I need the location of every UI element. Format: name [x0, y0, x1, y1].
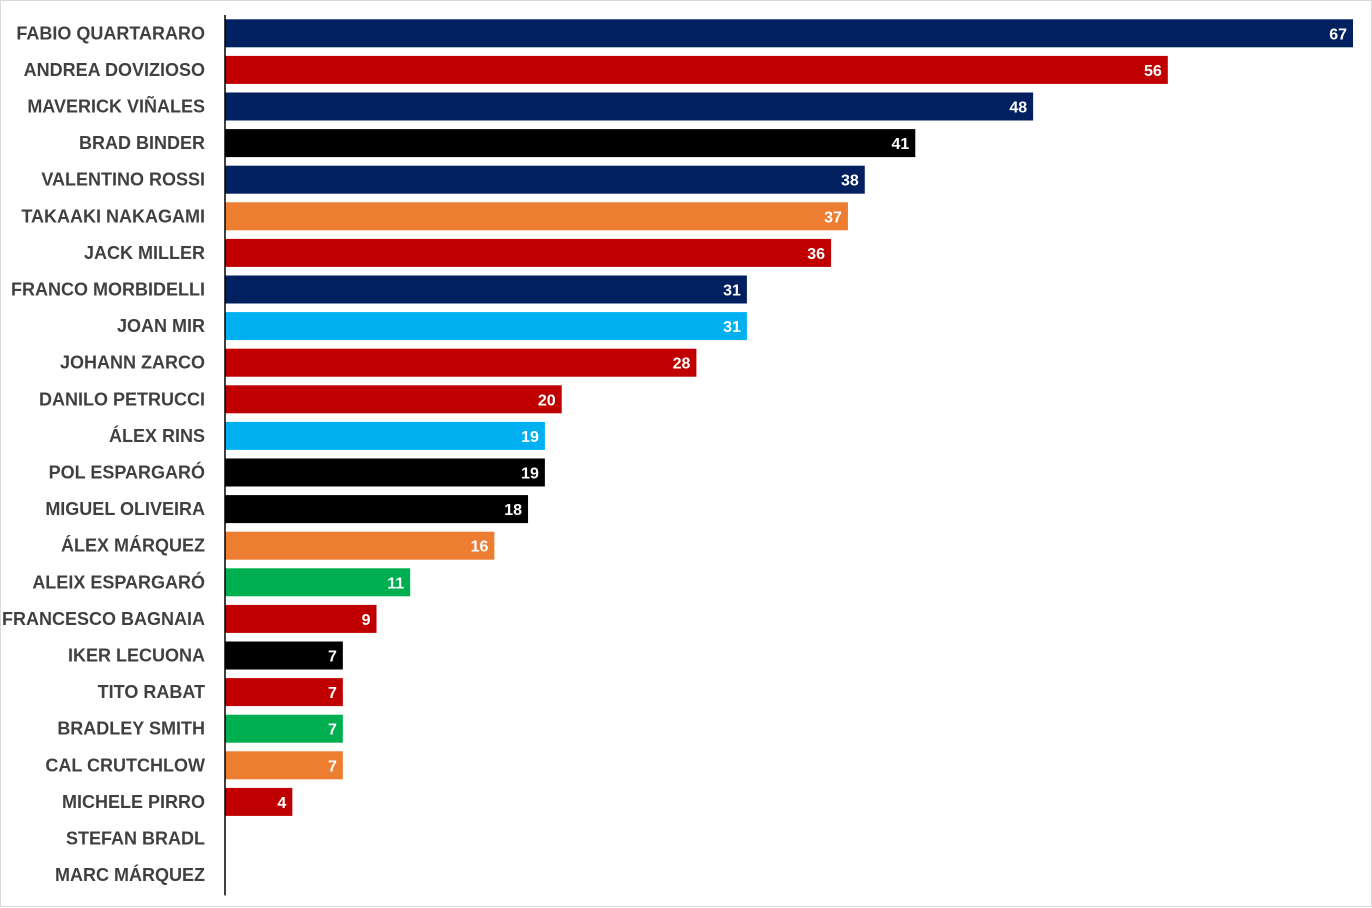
value-label-iker-lecuona: 7: [328, 649, 337, 666]
category-label-joan-mir: JOAN MIR: [117, 316, 205, 336]
category-label-fabio-quartararo: FABIO QUARTARARO: [16, 23, 205, 43]
value-label-alex-rins: 19: [521, 429, 539, 446]
value-label-valentino-rossi: 38: [841, 173, 859, 190]
bar-tito-rabat: [225, 678, 343, 707]
category-label-maverick-vinales: MAVERICK VIÑALES: [27, 96, 205, 117]
bar-alex-rins: [225, 421, 545, 450]
bar-joan-mir: [225, 312, 747, 341]
bar-alex-marquez: [225, 531, 495, 560]
rider-labels-layer: FABIO QUARTARARO ANDREA DOVIZIOSO MAVERICK…: [2, 23, 205, 885]
category-label-miguel-oliveira: MIGUEL OLIVEIRA: [45, 499, 205, 519]
category-label-brad-binder: BRAD BINDER: [79, 133, 205, 153]
bar-iker-lecuona: [225, 641, 343, 670]
bar-takaaki-nakagami: [225, 202, 848, 231]
bar-andrea-dovizioso: [225, 55, 1168, 84]
bar-maverick-vinales: [225, 92, 1034, 121]
bar-johann-zarco: [225, 348, 697, 377]
value-label-alex-marquez: 16: [471, 539, 489, 556]
bar-valentino-rossi: [225, 165, 865, 194]
bar-brad-binder: [225, 129, 916, 158]
category-label-danilo-petrucci: DANILO PETRUCCI: [39, 389, 205, 409]
bar-aleix-espargaro: [225, 568, 411, 597]
bar-michele-pirro: [225, 787, 293, 816]
bar-cal-crutchlow: [225, 751, 343, 780]
value-label-johann-zarco: 28: [673, 356, 691, 373]
category-label-andrea-dovizioso: ANDREA DOVIZIOSO: [24, 60, 205, 80]
bar-miguel-oliveira: [225, 495, 529, 524]
category-label-marc-marquez: MARC MÁRQUEZ: [55, 864, 205, 885]
value-label-miguel-oliveira: 18: [504, 502, 522, 519]
category-label-pol-espargaro: POL ESPARGARÓ: [49, 462, 205, 483]
bar-pol-espargaro: [225, 458, 545, 487]
category-label-valentino-rossi: VALENTINO ROSSI: [41, 170, 205, 190]
category-label-michele-pirro: MICHELE PIRRO: [62, 792, 205, 812]
value-label-brad-binder: 41: [891, 136, 909, 153]
category-label-cal-crutchlow: CAL CRUTCHLOW: [45, 755, 205, 775]
value-label-fabio-quartararo: 67: [1329, 26, 1347, 43]
value-label-bradley-smith: 7: [328, 722, 337, 739]
bars-layer: [225, 19, 1353, 816]
value-label-andrea-dovizioso: 56: [1144, 63, 1162, 80]
value-labels-layer: 67 56 48 41 38 37 36 31 31 28 20 19 19 18 16 11 9 7 7 7 7 4: [277, 26, 1347, 812]
value-label-franco-morbidelli: 31: [723, 283, 741, 300]
value-label-pol-espargaro: 19: [521, 466, 539, 483]
category-label-aleix-espargaro: ALEIX ESPARGARÓ: [32, 571, 205, 592]
value-label-tito-rabat: 7: [328, 685, 337, 702]
value-label-joan-mir: 31: [723, 319, 741, 336]
category-label-bradley-smith: BRADLEY SMITH: [57, 719, 205, 739]
category-label-franco-morbidelli: FRANCO MORBIDELLI: [11, 280, 205, 300]
category-label-takaaki-nakagami: TAKAAKI NAKAGAMI: [21, 206, 205, 226]
value-label-danilo-petrucci: 20: [538, 392, 556, 409]
bar-franco-morbidelli: [225, 275, 747, 304]
bar-fabio-quartararo: [225, 19, 1353, 48]
value-label-michele-pirro: 4: [277, 795, 286, 812]
bar-danilo-petrucci: [225, 385, 562, 414]
category-label-alex-marquez: ÁLEX MÁRQUEZ: [61, 535, 205, 556]
category-label-jack-miller: JACK MILLER: [84, 243, 205, 263]
value-label-cal-crutchlow: 7: [328, 758, 337, 775]
category-label-tito-rabat: TITO RABAT: [98, 682, 205, 702]
bar-bradley-smith: [225, 714, 343, 743]
category-label-stefan-bradl: STEFAN BRADL: [66, 829, 205, 849]
value-label-takaaki-nakagami: 37: [824, 209, 842, 226]
category-label-johann-zarco: JOHANN ZARCO: [60, 353, 205, 373]
bar-francesco-bagnaia: [225, 604, 377, 633]
value-label-jack-miller: 36: [807, 246, 825, 263]
value-label-maverick-vinales: 48: [1009, 100, 1027, 117]
category-label-alex-rins: ÁLEX RINS: [109, 425, 205, 446]
bar-jack-miller: [225, 238, 832, 267]
category-label-iker-lecuona: IKER LECUONA: [68, 646, 205, 666]
value-label-aleix-espargaro: 11: [387, 575, 404, 592]
category-label-francesco-bagnaia: FRANCESCO BAGNAIA: [2, 609, 205, 629]
value-label-francesco-bagnaia: 9: [362, 612, 371, 629]
